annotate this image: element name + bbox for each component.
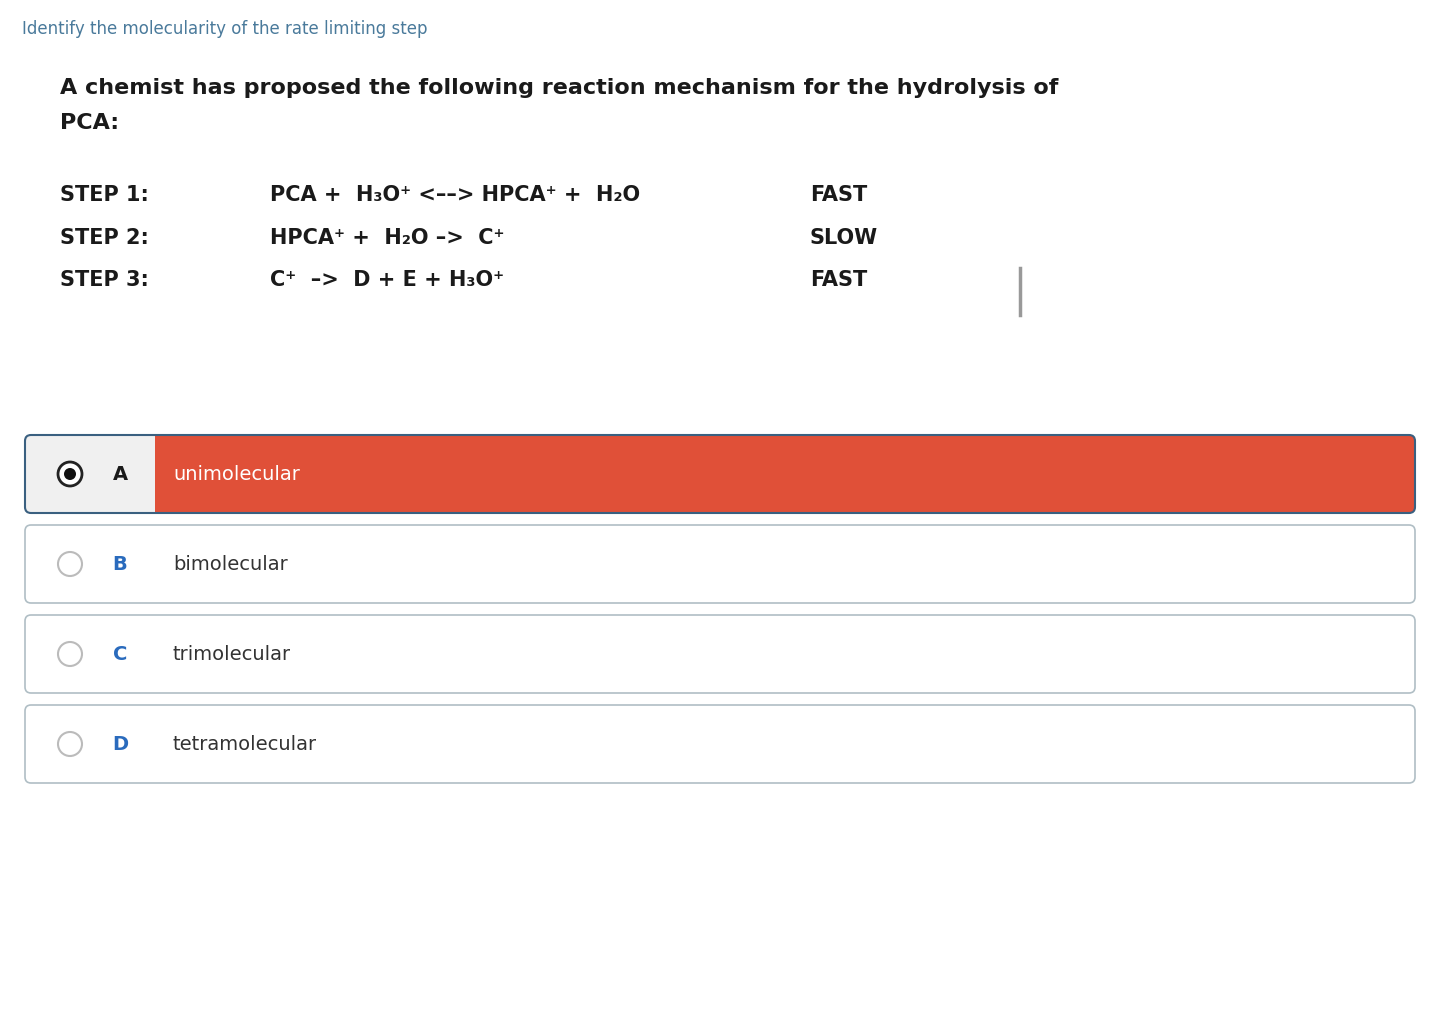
FancyBboxPatch shape [25,435,1415,513]
Text: trimolecular: trimolecular [173,645,291,663]
Text: STEP 2:: STEP 2: [59,228,149,248]
Text: A chemist has proposed the following reaction mechanism for the hydrolysis of: A chemist has proposed the following rea… [59,78,1058,98]
FancyBboxPatch shape [155,435,1415,513]
Text: B: B [113,555,128,574]
Circle shape [64,468,75,480]
Text: A: A [113,464,128,484]
Circle shape [58,462,83,486]
Text: STEP 3:: STEP 3: [59,270,149,290]
Text: unimolecular: unimolecular [173,464,300,484]
Text: STEP 1:: STEP 1: [59,185,149,205]
Text: PCA +  H₃O⁺ <––> HPCA⁺ +  H₂O: PCA + H₃O⁺ <––> HPCA⁺ + H₂O [270,185,639,205]
Text: FAST: FAST [811,185,867,205]
Bar [155,435,165,513]
Circle shape [58,552,83,576]
FancyBboxPatch shape [25,705,1415,783]
Text: SLOW: SLOW [811,228,879,248]
Text: D: D [112,734,128,753]
FancyBboxPatch shape [25,525,1415,603]
Text: C⁺  –>  D + E + H₃O⁺: C⁺ –> D + E + H₃O⁺ [270,270,505,290]
Text: C: C [113,645,128,663]
FancyBboxPatch shape [25,615,1415,693]
Circle shape [58,732,83,756]
Text: HPCA⁺ +  H₂O –>  C⁺: HPCA⁺ + H₂O –> C⁺ [270,228,505,248]
Text: Identify the molecularity of the rate limiting step: Identify the molecularity of the rate li… [22,20,428,38]
Circle shape [58,642,83,666]
Text: tetramolecular: tetramolecular [173,734,318,753]
Text: FAST: FAST [811,270,867,290]
Text: PCA:: PCA: [59,113,119,133]
Text: bimolecular: bimolecular [173,555,287,574]
